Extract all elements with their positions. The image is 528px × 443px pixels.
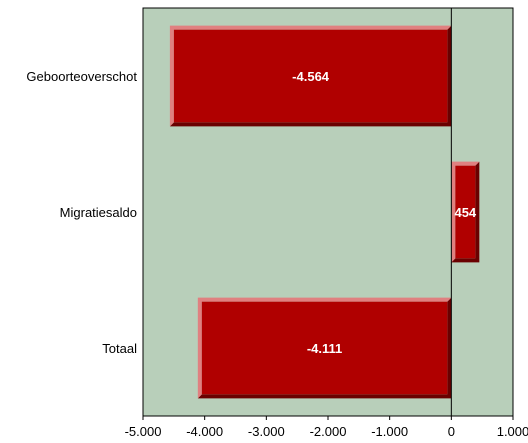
bar-face [455, 165, 476, 259]
bar: -4.564 [169, 25, 452, 127]
category-label: Migratiesaldo [60, 205, 137, 220]
x-tick-label: -5.000 [125, 424, 162, 439]
bar-highlight [451, 161, 480, 263]
bar-face [201, 301, 448, 395]
category-label: Totaal [102, 341, 137, 356]
bar-value-label: -4.111 [307, 341, 342, 356]
x-tick-label: -2.000 [310, 424, 347, 439]
category-labels: Geboorteoverschot Migratiesaldo Totaal [26, 69, 137, 356]
x-tick-label: -1.000 [371, 424, 408, 439]
bar-value-label: -4.564 [292, 69, 330, 84]
bar: -4.111 [197, 297, 452, 399]
category-label: Geboorteoverschot [26, 69, 137, 84]
x-tick-label: 1.000 [497, 424, 528, 439]
x-tick-label: 0 [448, 424, 455, 439]
x-tick-label: -4.000 [186, 424, 223, 439]
bar-face [173, 29, 448, 123]
bar-shadow [451, 161, 480, 263]
x-tick-label: -3.000 [248, 424, 285, 439]
bars: -4.564 454 -4.111 [169, 8, 480, 416]
bar-value-label: 454 [454, 205, 476, 220]
bar: 454 [451, 161, 480, 263]
x-axis-ticks: -5.000 -4.000 -3.000 -2.000 -1.000 0 1.000 [125, 416, 528, 439]
